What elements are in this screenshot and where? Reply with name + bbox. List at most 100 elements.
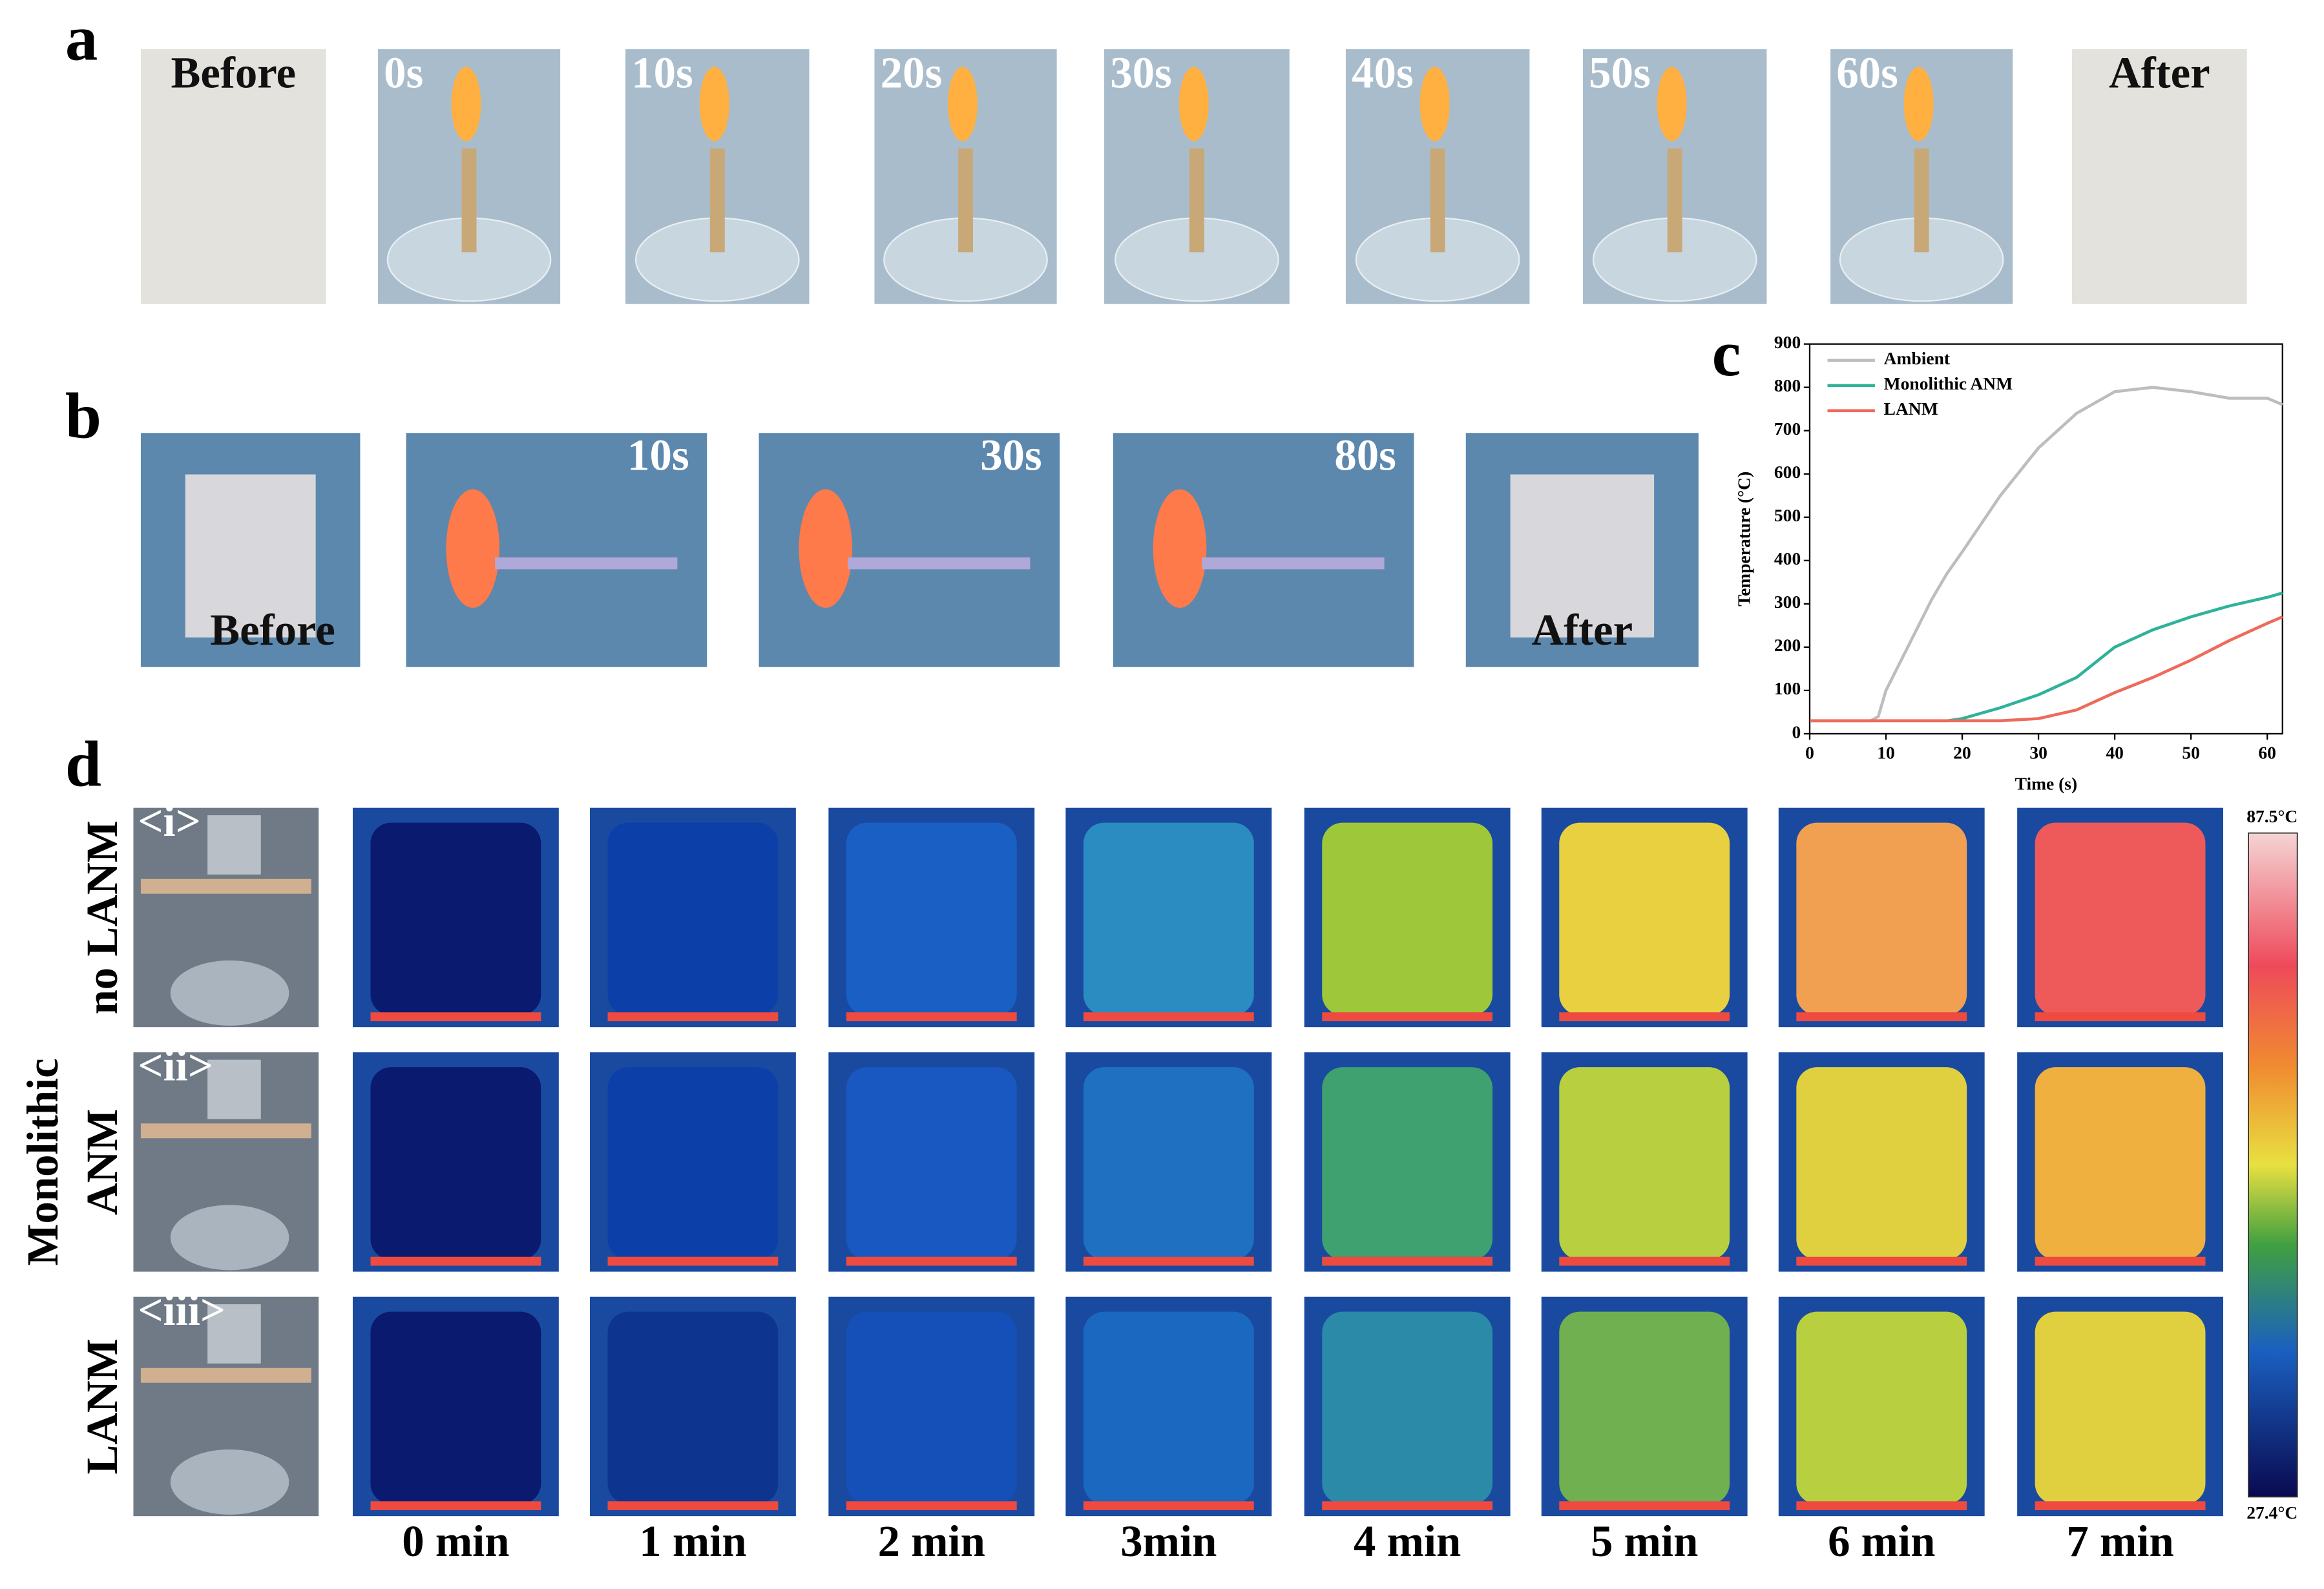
row-tag: <i> [138,796,201,846]
legend-label: Ambient [1884,348,1951,368]
thermal-body [1322,822,1493,1015]
colorbar-max: 87.5°C [2246,806,2298,826]
series-line [1809,615,2283,723]
column-label: 4 min [1354,1517,1461,1566]
flame [699,67,729,141]
y-axis-label: Temperature (°C) [1734,472,1754,607]
y-tick-label: 500 [1774,505,1801,525]
thermal-body [370,822,541,1015]
legend-label: LANM [1884,399,1938,419]
x-tick-label: 50 [2182,742,2200,762]
wick [958,148,974,253]
thermal-body [1083,1311,1254,1504]
column-label: 7 min [2066,1517,2173,1566]
wick [1189,148,1204,253]
frame-label: 20s [881,48,943,97]
series-line [1809,591,2283,723]
jet [1202,557,1385,570]
sample [1510,474,1655,638]
x-tick-label: 30 [2029,742,2047,762]
thermal-body [2035,1311,2206,1504]
thermal-body [1559,822,1730,1015]
thermal-base [2035,1501,2206,1511]
column-label: 3min [1120,1517,1217,1566]
frame-label: 40s [1352,48,1414,97]
y-tick-label: 400 [1774,548,1801,568]
y-tick-label: 0 [1792,722,1801,742]
thermal-body [370,1311,541,1504]
thermal-base [607,1256,779,1266]
thermal-base [1559,1501,1730,1511]
wick [709,148,725,253]
column-label: 2 min [878,1517,985,1566]
wick [1430,148,1445,253]
photo [2072,49,2247,304]
plate [140,1367,311,1383]
thermal-body [1796,822,1967,1015]
y-tick-label: 600 [1774,462,1801,482]
frame-label: 0s [384,48,423,97]
thermal-body [1559,1067,1730,1260]
row-label: no LANM [78,820,127,1014]
frame-label: After [2109,48,2210,97]
wick [1667,148,1682,253]
thermal-body [607,822,779,1015]
thermal-base [2035,1012,2206,1021]
jet [848,557,1031,570]
y-tick-label: 100 [1774,678,1801,698]
thermal-base [1559,1012,1730,1021]
frame-label: 30s [1110,48,1172,97]
thermal-body [846,822,1017,1015]
thermal-body [2035,822,2206,1015]
frame-label: After [1532,605,1633,654]
column-label: 1 min [639,1517,746,1566]
series-line [1809,386,2283,723]
thermal-body [846,1311,1017,1504]
flame [1419,67,1450,141]
flame [948,67,978,141]
x-tick-label: 20 [1953,742,1971,762]
thermal-body [1796,1311,1967,1504]
thermal-base [1083,1256,1254,1266]
panel-label: d [65,727,101,800]
flame [1903,67,1934,141]
jet [495,557,678,570]
thermal-body [1559,1311,1730,1504]
wick [461,148,477,253]
thermal-body [1322,1311,1493,1504]
plot-frame [1808,343,2283,735]
beaker [207,1304,261,1364]
lamp [170,1205,289,1271]
row-group-label: Monolithic [18,1058,67,1265]
plate [140,1123,311,1139]
thermal-base [846,1256,1017,1266]
thermal-base [1322,1256,1493,1266]
thermal-base [1083,1012,1254,1021]
thermal-body [1322,1067,1493,1260]
frame-label: 80s [1334,430,1396,479]
thermal-base [607,1012,779,1021]
thermal-base [370,1012,541,1021]
row-label: LANM [78,1338,127,1474]
legend-label: Monolithic ANM [1884,373,2013,393]
frame-label: 60s [1836,48,1898,97]
column-label: 6 min [1828,1517,1935,1566]
thermal-base [1322,1501,1493,1511]
wick [1914,148,1929,253]
y-tick-label: 700 [1774,419,1801,439]
thermal-base [1796,1012,1967,1021]
y-tick-label: 800 [1774,375,1801,395]
x-tick-label: 40 [2106,742,2124,762]
thermal-base [370,1501,541,1511]
lamp [170,1449,289,1515]
thermal-base [1559,1256,1730,1266]
plate [140,878,311,894]
lamp [170,960,289,1026]
y-tick-label: 200 [1774,635,1801,655]
thermal-body [1796,1067,1967,1260]
flame [451,67,481,141]
thermal-body [1083,1067,1254,1260]
thermal-base [607,1501,779,1511]
thermal-base [1083,1501,1254,1511]
